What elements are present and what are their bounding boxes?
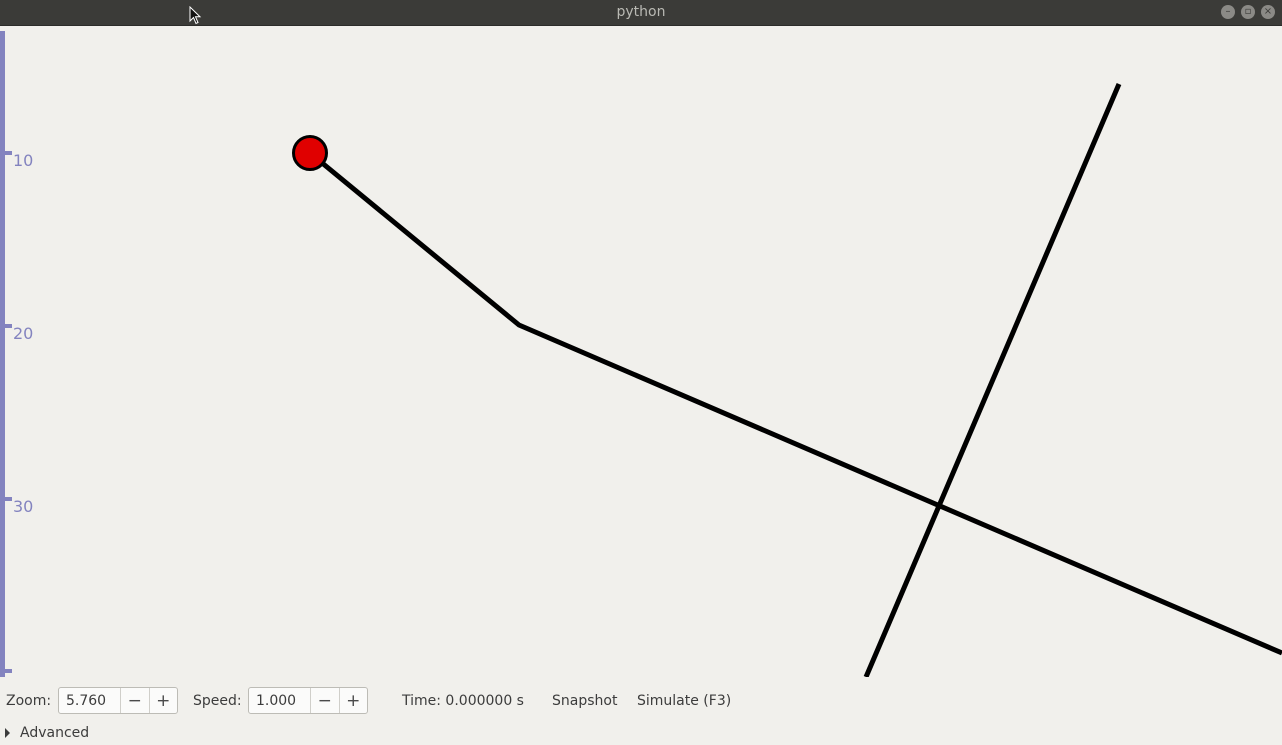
- speed-decrement-button[interactable]: −: [310, 688, 339, 713]
- speed-label: Speed:: [193, 693, 242, 709]
- simulation-canvas[interactable]: 10 20 30: [0, 26, 1282, 677]
- ball[interactable]: [292, 135, 328, 171]
- scene-svg: [0, 31, 1282, 677]
- simulate-button[interactable]: Simulate (F3): [637, 693, 732, 709]
- obstacle-line: [863, 83, 1122, 677]
- ruler-tick: [0, 151, 12, 155]
- speed-increment-button[interactable]: +: [338, 688, 368, 713]
- advanced-label: Advanced: [20, 725, 90, 741]
- ruler-tick: [0, 497, 12, 501]
- snapshot-button[interactable]: Snapshot: [552, 693, 618, 709]
- window-title: python: [616, 4, 666, 20]
- zoom-label: Zoom:: [6, 693, 52, 709]
- zoom-spinner[interactable]: − +: [58, 687, 178, 714]
- zoom-increment-button[interactable]: +: [148, 688, 178, 713]
- vertical-ruler: [0, 31, 5, 677]
- minimize-icon[interactable]: –: [1221, 5, 1235, 19]
- mouse-cursor-icon: [189, 6, 202, 25]
- speed-input[interactable]: [249, 688, 310, 713]
- title-bar[interactable]: python – ▫ ×: [0, 0, 1282, 26]
- close-icon[interactable]: ×: [1261, 5, 1275, 19]
- speed-spinner[interactable]: − +: [248, 687, 368, 714]
- ruler-tick: [0, 669, 12, 673]
- rope-line: [308, 151, 1282, 656]
- expander-arrow-icon: [5, 728, 10, 738]
- ruler-label-30: 30: [13, 497, 34, 516]
- ruler-tick: [0, 324, 12, 328]
- zoom-input[interactable]: [59, 688, 120, 713]
- maximize-icon[interactable]: ▫: [1241, 5, 1255, 19]
- zoom-decrement-button[interactable]: −: [120, 688, 149, 713]
- ruler-label-20: 20: [13, 324, 34, 343]
- time-readout: Time: 0.000000 s: [402, 693, 524, 709]
- bottom-toolbar: Zoom: − + Speed: − + Time: 0.000000 s Sn…: [0, 686, 1282, 718]
- ruler-label-10: 10: [13, 151, 34, 170]
